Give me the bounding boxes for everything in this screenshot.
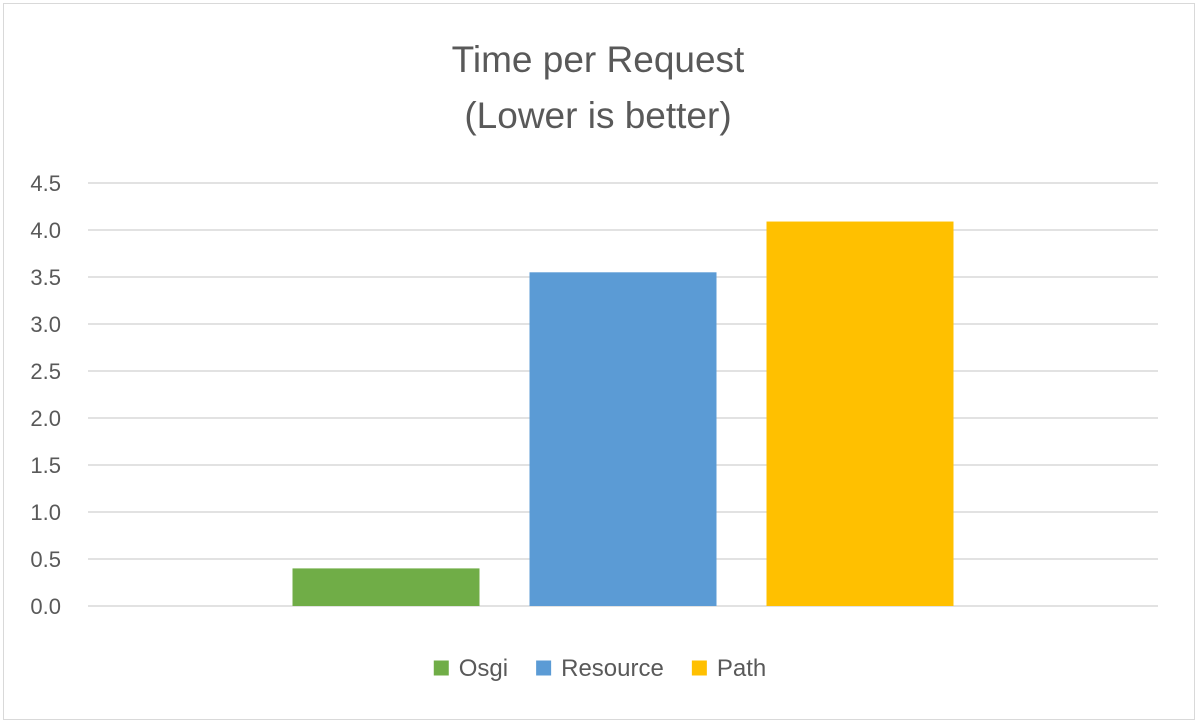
- legend-item-osgi: Osgi: [433, 655, 508, 682]
- chart-title-line-1: Time per Request: [452, 39, 745, 80]
- bar-path: [766, 221, 954, 607]
- legend-item-resource: Resource: [536, 655, 664, 682]
- y-tick-label: 2.5: [30, 359, 61, 384]
- legend-label: Resource: [561, 655, 664, 682]
- legend-label: Path: [717, 655, 766, 682]
- y-tick-label: 4.0: [30, 218, 61, 243]
- legend-swatch: [433, 660, 449, 676]
- legend-label: Osgi: [459, 655, 508, 682]
- bars: [292, 221, 954, 607]
- y-tick-label: 4.5: [30, 171, 61, 196]
- y-tick-label: 1.5: [30, 453, 61, 478]
- y-tick-label: 2.0: [30, 406, 61, 431]
- bar-resource: [529, 272, 717, 606]
- legend-item-path: Path: [691, 655, 766, 682]
- legend-swatch: [536, 660, 552, 676]
- bar-osgi: [292, 568, 480, 606]
- y-tick-label: 3.5: [30, 265, 61, 290]
- y-axis-ticks: 0.0 0.5 1.0 1.5 2.0 2.5 3.0 3.5 4.0 4.5: [30, 171, 61, 619]
- y-tick-label: 1.0: [30, 500, 61, 525]
- legend-swatch: [691, 660, 707, 676]
- y-tick-label: 0.0: [30, 594, 61, 619]
- chart-title-line-2: (Lower is better): [464, 95, 731, 136]
- y-tick-label: 0.5: [30, 547, 61, 572]
- legend: Osgi Resource Path: [433, 655, 766, 682]
- gridlines: [88, 182, 1158, 607]
- y-tick-label: 3.0: [30, 312, 61, 337]
